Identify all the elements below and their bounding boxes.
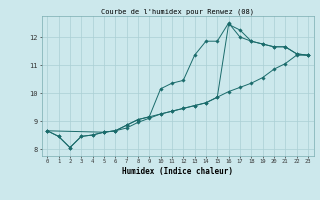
X-axis label: Humidex (Indice chaleur): Humidex (Indice chaleur) xyxy=(122,167,233,176)
Title: Courbe de l'humidex pour Renwez (08): Courbe de l'humidex pour Renwez (08) xyxy=(101,8,254,15)
